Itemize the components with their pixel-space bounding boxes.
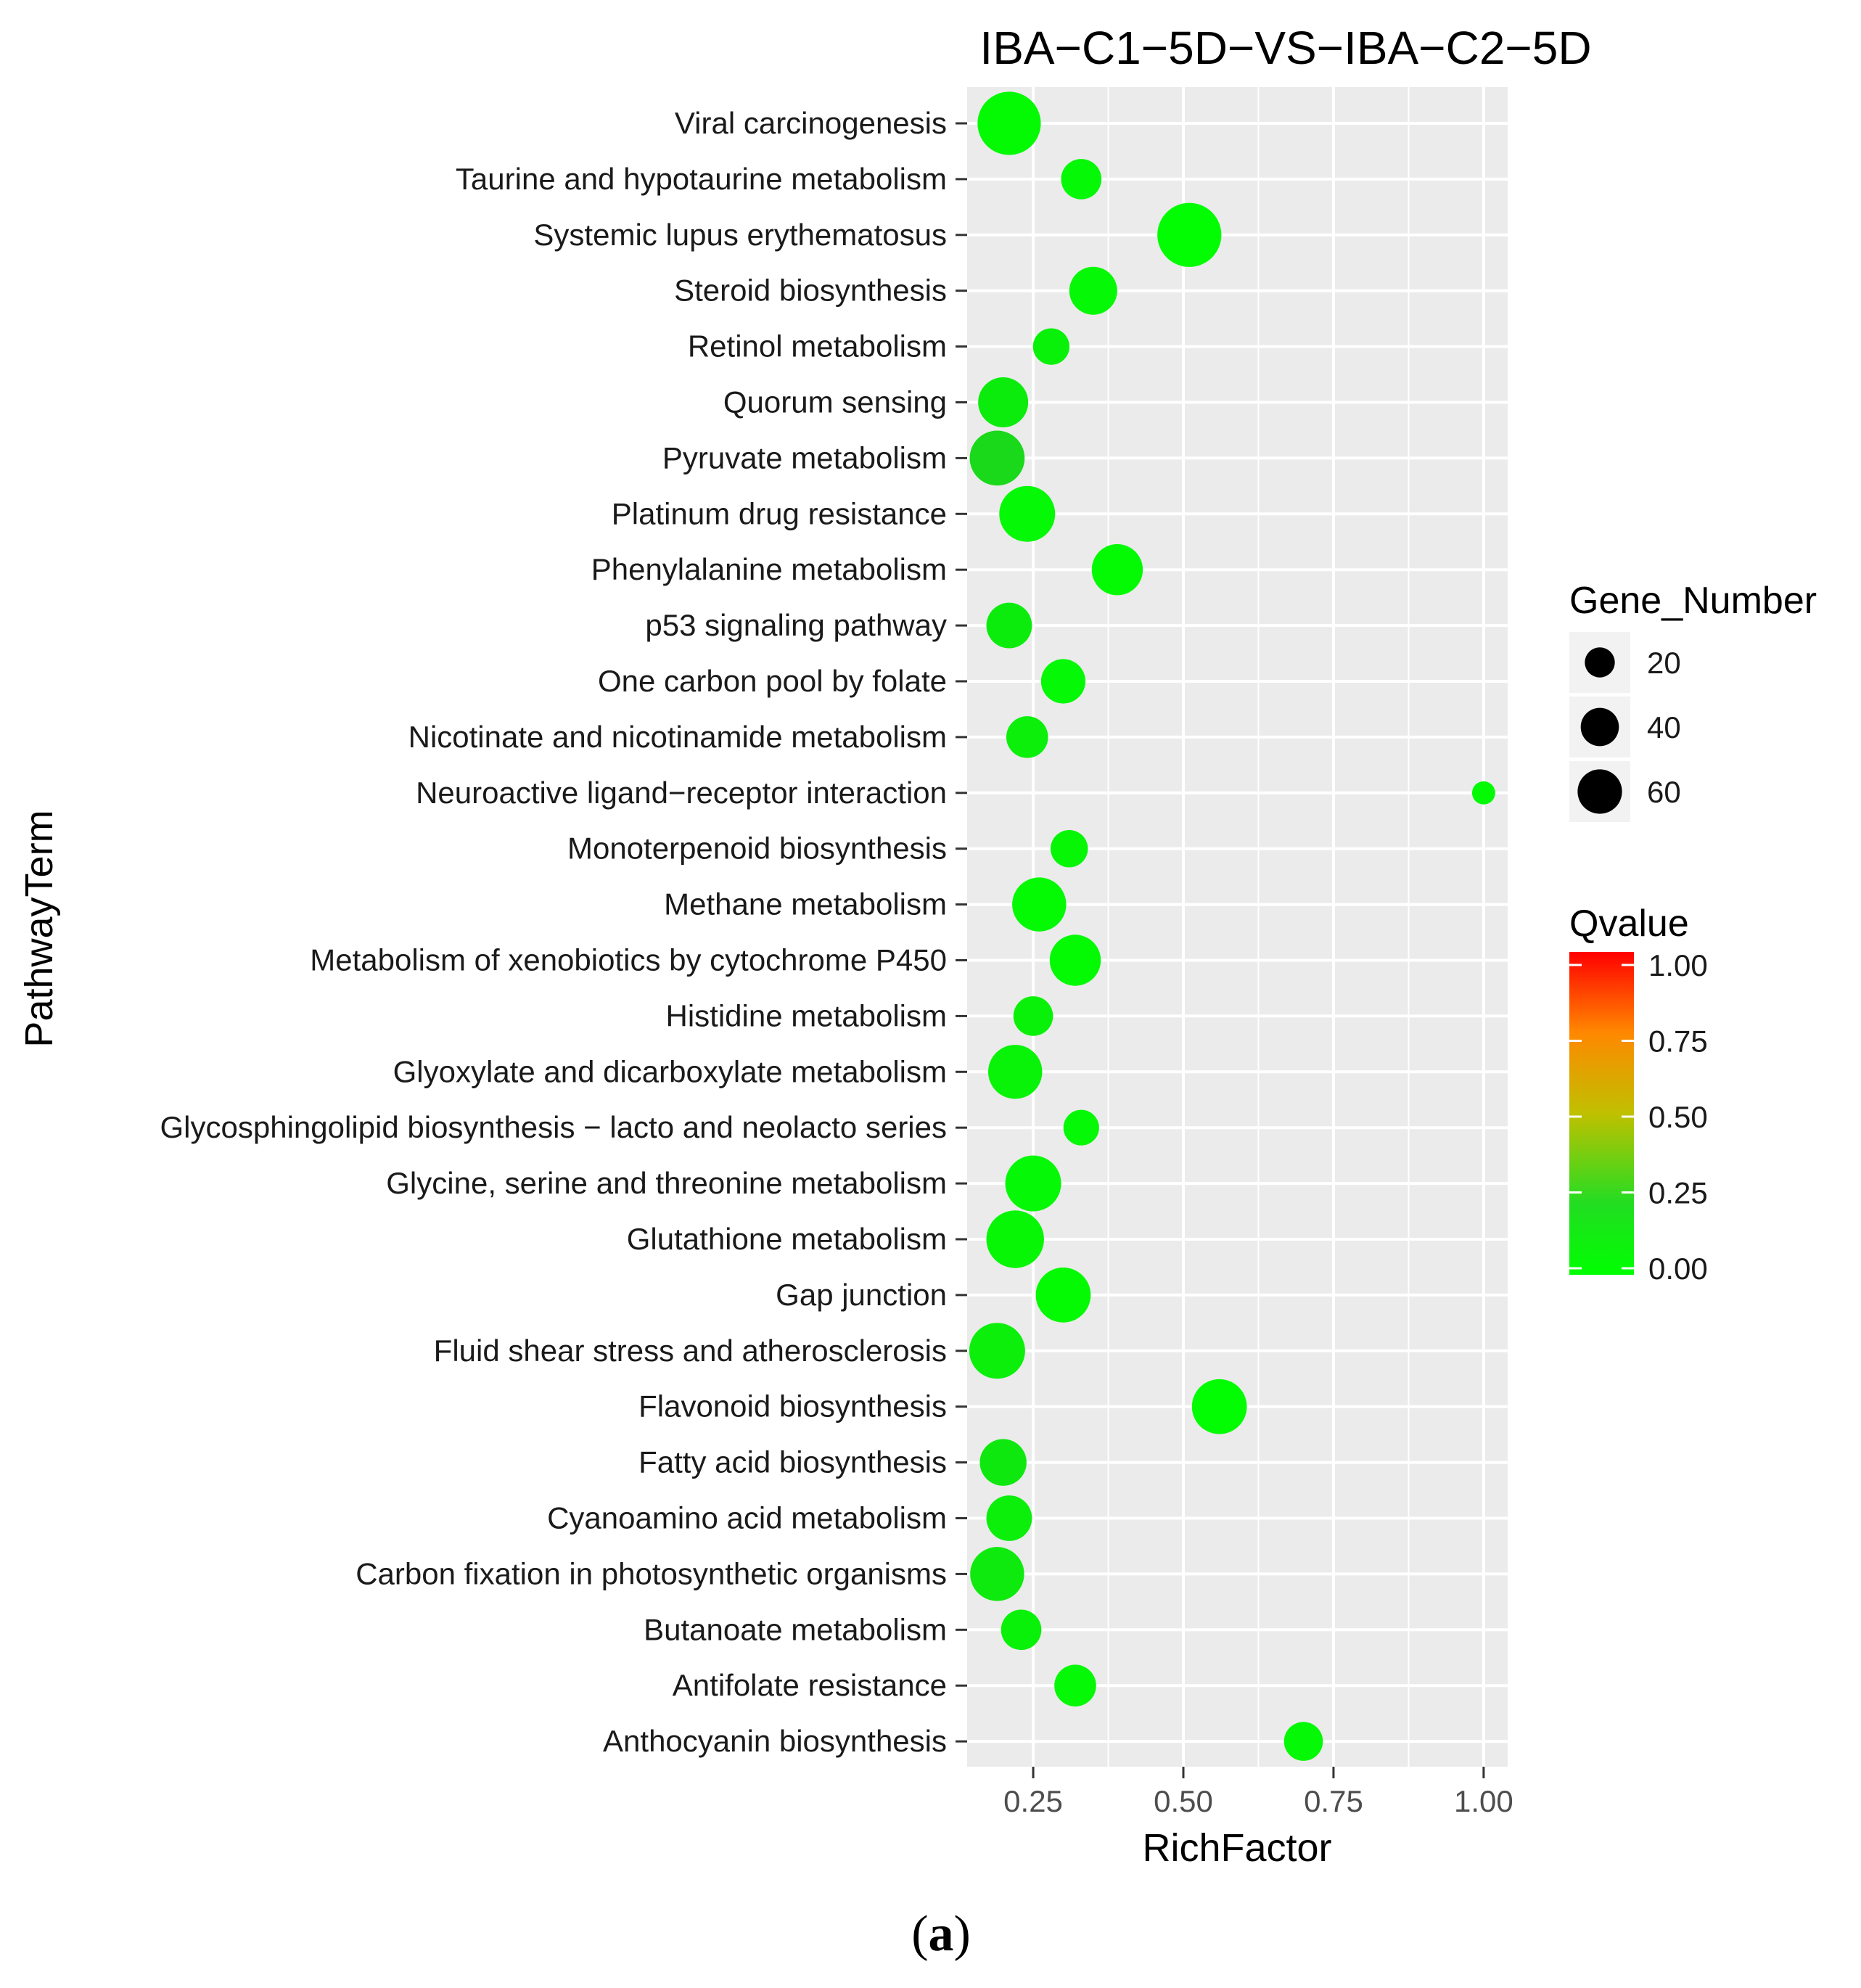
chart-title: IBA−C1−5D−VS−IBA−C2−5D — [979, 22, 1591, 74]
y-axis-labels: Viral carcinogenesis Taurine and hypotaur… — [160, 106, 947, 1758]
data-point — [1069, 266, 1117, 315]
y-tick-label: One carbon pool by folate — [598, 664, 947, 698]
color-legend-label: 0.75 — [1648, 1024, 1708, 1059]
x-tick-label: 1.00 — [1454, 1784, 1513, 1818]
y-tick-label: Viral carcinogenesis — [675, 106, 947, 140]
y-tick-label: Glycine, serine and threonine metabolism — [386, 1166, 947, 1200]
color-legend-label: 0.00 — [1648, 1252, 1708, 1286]
data-point — [1091, 544, 1143, 596]
y-tick-label: Systemic lupus erythematosus — [533, 218, 947, 252]
data-point — [986, 1495, 1032, 1541]
data-point — [1049, 935, 1101, 986]
data-point — [979, 1439, 1027, 1486]
data-point — [1191, 1379, 1247, 1434]
color-bar — [1569, 952, 1634, 1275]
color-legend: Qvalue 1.00 0.75 0.50 0.25 0.00 — [1569, 903, 1708, 1286]
grid-lines — [967, 87, 1508, 1767]
y-tick-label: Fatty acid biosynthesis — [638, 1445, 947, 1479]
data-point — [978, 377, 1029, 427]
data-point — [1001, 1609, 1042, 1651]
data-point — [1006, 716, 1048, 758]
data-point — [1040, 659, 1086, 704]
y-tick-label: Butanoate metabolism — [644, 1612, 947, 1646]
y-axis-title: PathwayTerm — [17, 810, 61, 1047]
size-legend-key — [1577, 769, 1622, 814]
y-tick-label: Cyanoamino acid metabolism — [547, 1501, 947, 1535]
data-point — [969, 1323, 1025, 1379]
data-point — [969, 430, 1025, 486]
y-tick-label: Steroid biosynthesis — [674, 274, 947, 308]
data-point — [986, 1210, 1044, 1268]
y-tick-label: Platinum drug resistance — [612, 496, 947, 530]
color-legend-label: 0.25 — [1648, 1176, 1708, 1210]
data-point — [1032, 328, 1070, 365]
y-tick-label: Anthocyanin biosynthesis — [603, 1724, 947, 1758]
y-tick-label: Glutathione metabolism — [627, 1222, 947, 1256]
data-point — [1157, 202, 1222, 267]
y-tick-label: Carbon fixation in photosynthetic organi… — [356, 1556, 947, 1590]
x-axis-ticks: 0.25 0.50 0.75 1.00 — [1003, 1767, 1513, 1818]
y-tick-label: Methane metabolism — [664, 887, 947, 921]
y-tick-label: Taurine and hypotaurine metabolism — [456, 162, 947, 196]
y-tick-label: Gap junction — [776, 1278, 947, 1312]
size-legend-key — [1580, 707, 1619, 747]
y-tick-label: Pyruvate metabolism — [662, 440, 947, 475]
data-point — [970, 1547, 1024, 1601]
data-point — [1051, 829, 1088, 868]
color-legend-label: 0.50 — [1648, 1100, 1708, 1134]
y-axis-ticks — [956, 122, 967, 1743]
color-legend-title: Qvalue — [1569, 903, 1689, 945]
plot-panel — [967, 87, 1508, 1767]
data-point — [1283, 1722, 1323, 1761]
data-point — [1054, 1664, 1096, 1706]
size-legend-label: 20 — [1647, 646, 1681, 680]
y-tick-label: Fluid shear stress and atherosclerosis — [434, 1334, 947, 1368]
data-point — [1012, 877, 1067, 932]
y-tick-label: Metabolism of xenobiotics by cytochrome … — [310, 943, 947, 977]
y-tick-label: Monoterpenoid biosynthesis — [567, 831, 947, 866]
y-tick-label: Glycosphingolipid biosynthesis − lacto a… — [160, 1110, 947, 1144]
data-point — [1061, 159, 1102, 200]
y-tick-label: p53 signaling pathway — [645, 608, 947, 642]
color-legend-label: 1.00 — [1648, 948, 1708, 982]
x-axis-title: RichFactor — [1142, 1826, 1331, 1870]
y-tick-label: Flavonoid biosynthesis — [638, 1389, 947, 1424]
y-tick-label: Neuroactive ligand−receptor interaction — [416, 776, 947, 810]
size-legend-label: 60 — [1647, 775, 1681, 809]
data-point — [1013, 996, 1053, 1036]
y-tick-label: Histidine metabolism — [666, 998, 947, 1032]
y-tick-label: Nicotinate and nicotinamide metabolism — [408, 720, 947, 754]
data-points — [969, 91, 1495, 1761]
y-tick-label: Quorum sensing — [723, 385, 947, 419]
y-tick-label: Glyoxylate and dicarboxylate metabolism — [393, 1054, 947, 1088]
panel-label: (a) — [911, 1906, 971, 1962]
y-tick-label: Retinol metabolism — [688, 329, 947, 363]
data-point — [1471, 781, 1495, 805]
data-point — [1063, 1109, 1099, 1146]
size-legend-key — [1585, 647, 1615, 678]
data-point — [1035, 1268, 1091, 1323]
size-legend: Gene_Number 20 40 60 — [1569, 580, 1817, 822]
size-legend-label: 40 — [1647, 710, 1681, 744]
y-tick-label: Antifolate resistance — [673, 1668, 947, 1702]
y-tick-label: Phenylalanine metabolism — [591, 552, 947, 586]
x-tick-label: 0.25 — [1003, 1784, 1063, 1818]
data-point — [999, 485, 1056, 542]
data-point — [977, 91, 1041, 155]
x-tick-label: 0.75 — [1304, 1784, 1363, 1818]
data-point — [1005, 1155, 1061, 1212]
size-legend-title: Gene_Number — [1569, 580, 1817, 622]
x-tick-label: 0.50 — [1154, 1784, 1213, 1818]
data-point — [986, 602, 1032, 649]
data-point — [988, 1045, 1043, 1099]
